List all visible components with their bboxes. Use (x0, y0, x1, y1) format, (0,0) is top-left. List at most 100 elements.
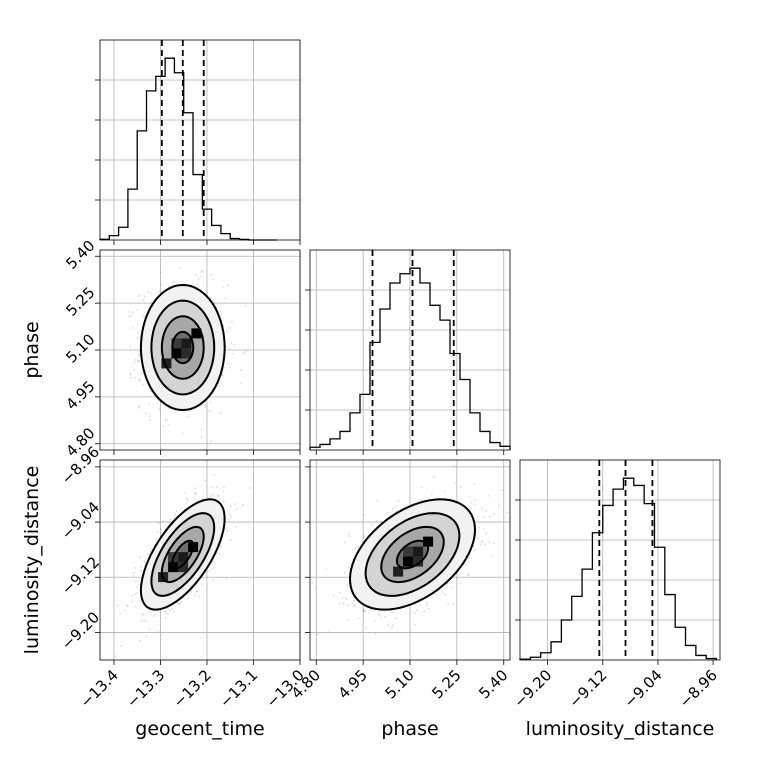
sample-point (138, 359, 140, 362)
sample-point (473, 503, 476, 506)
sample-point (363, 535, 366, 537)
sample-point (445, 583, 448, 586)
sample-point (229, 539, 232, 542)
contour-line (380, 525, 445, 584)
contour-line (150, 512, 216, 597)
x-tick-label: 5.10 (381, 666, 417, 702)
sample-point (148, 610, 151, 613)
sample-point (228, 518, 231, 521)
sample-point (159, 528, 162, 531)
sample-point (134, 605, 137, 608)
sample-point (186, 499, 189, 501)
sample-point (119, 645, 122, 648)
sample-point (162, 425, 165, 428)
sample-point (193, 492, 196, 495)
sample-point (343, 541, 346, 544)
scatter-panel-geocent-time-vs-phase: 4.804.955.105.255.40 (62, 237, 301, 460)
sample-point (450, 586, 453, 589)
sample-point (199, 275, 202, 278)
sample-point (230, 505, 232, 507)
sample-point (204, 406, 207, 409)
sample-point (327, 629, 330, 632)
sample-point (222, 285, 225, 288)
sample-point (488, 540, 491, 543)
sample-point (222, 490, 225, 493)
x-tick-label: −9.20 (510, 666, 555, 711)
sample-point (201, 436, 203, 439)
x-tick-label: 4.95 (335, 666, 371, 702)
density-cell (171, 348, 182, 359)
contour-line (160, 315, 205, 380)
density-cell (413, 556, 424, 567)
sample-point (346, 604, 349, 607)
sample-point (248, 487, 251, 489)
density-cell (423, 536, 434, 547)
sample-point (362, 609, 365, 612)
sample-point (239, 369, 242, 372)
sample-point (187, 597, 190, 600)
scatter-panel-phase-vs-luminosity-distance: 4.80 4.95 5.10 5.25 5.40 (288, 459, 512, 702)
sample-point (210, 273, 213, 276)
sample-point (242, 352, 245, 355)
sample-point (231, 352, 234, 355)
x-tick-label: −9.12 (565, 666, 610, 711)
y-axis-label-phase: phase (21, 321, 43, 378)
density-cell (181, 338, 192, 349)
sample-point (125, 604, 128, 607)
sample-point (362, 536, 365, 539)
sample-point (198, 595, 201, 598)
sample-point (129, 373, 132, 376)
sample-point (162, 520, 165, 523)
sample-point (352, 599, 355, 602)
sample-point (209, 297, 212, 300)
x-axis-label-phase: phase (381, 718, 438, 740)
sample-point (498, 504, 501, 507)
sample-point (138, 353, 141, 356)
sample-point (474, 548, 477, 551)
sample-point (147, 402, 150, 405)
sample-point (171, 281, 173, 284)
histogram-panel-luminosity-distance: −9.20 −9.12 −9.04 −8.96 (510, 459, 721, 711)
sample-point (114, 655, 117, 658)
sample-point (224, 297, 227, 300)
sample-point (469, 507, 472, 510)
sample-point (145, 635, 148, 638)
panel-frame (99, 39, 301, 241)
sample-point (216, 486, 219, 489)
sample-point (244, 350, 247, 353)
sample-point (225, 345, 228, 348)
sample-point (201, 584, 204, 587)
sample-point (373, 610, 376, 612)
sample-point (160, 271, 163, 274)
sample-point (138, 379, 141, 382)
sample-point (166, 607, 169, 610)
sample-point (392, 611, 395, 614)
sample-point (228, 366, 231, 369)
sample-point (177, 602, 180, 605)
sample-point (145, 620, 148, 623)
sample-point (416, 609, 419, 612)
sample-point (158, 408, 161, 410)
sample-point (160, 283, 163, 286)
sample-point (137, 294, 140, 297)
sample-point (501, 489, 504, 492)
sample-point (152, 615, 155, 617)
sample-point (185, 497, 188, 500)
sample-point (244, 304, 247, 307)
sample-point (211, 493, 214, 496)
sample-point (470, 557, 473, 560)
sample-point (474, 499, 477, 501)
sample-point (171, 607, 174, 610)
sample-point (228, 347, 231, 350)
contour-line (395, 539, 430, 570)
sample-point (194, 273, 197, 276)
sample-point (201, 428, 204, 431)
histogram-panel-geocent-time (95, 39, 301, 245)
sample-point (132, 368, 135, 371)
contour-line (139, 498, 226, 611)
sample-point (468, 495, 471, 498)
sample-point (215, 497, 218, 500)
sample-point (134, 358, 137, 361)
sample-point (216, 494, 219, 497)
sample-point (345, 597, 348, 600)
